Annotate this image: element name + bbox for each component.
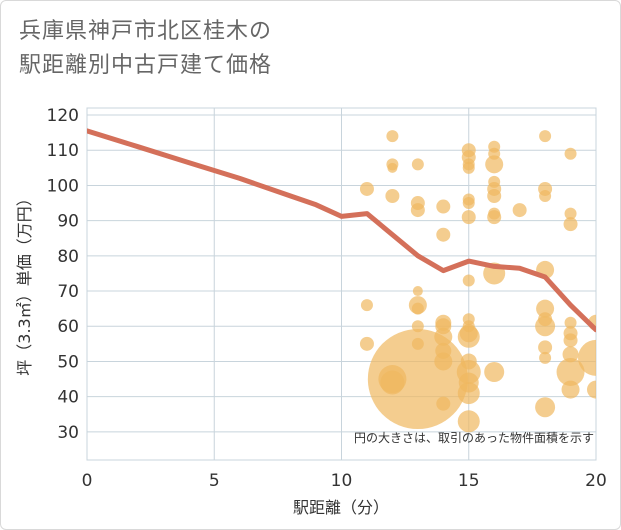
- data-point: [410, 203, 425, 218]
- data-point: [484, 362, 505, 382]
- y-tick-label: 100: [47, 176, 79, 196]
- data-point: [411, 158, 424, 171]
- y-tick-label: 30: [57, 423, 79, 443]
- tick-labels: 30 40 50 60 70 80 90 100 110 120 0 5 10 15 20: [47, 106, 607, 491]
- y-tick-label: 90: [57, 212, 79, 232]
- data-point: [564, 316, 577, 329]
- data-point: [561, 380, 580, 399]
- y-tick-label: 110: [47, 141, 79, 161]
- data-point: [539, 351, 552, 364]
- bubble-layer: [359, 130, 596, 433]
- data-point: [563, 217, 578, 232]
- data-point: [487, 189, 502, 203]
- data-point: [385, 189, 400, 203]
- data-point: [564, 147, 577, 160]
- data-point: [556, 358, 585, 386]
- data-point: [436, 396, 451, 411]
- data-point: [412, 286, 423, 297]
- y-tick-label: 80: [57, 247, 79, 267]
- chart-title-line-2: 駅距離別中古戸建て価格: [19, 53, 273, 78]
- bubble-size-note: 円の大きさは、取引のあった物件面積を示す: [354, 430, 594, 445]
- data-point: [487, 210, 502, 225]
- data-point: [485, 155, 504, 174]
- x-tick-label: 15: [458, 471, 480, 491]
- data-point: [462, 161, 475, 174]
- data-point: [434, 327, 453, 346]
- chart-title: 兵庫県神戸市北区桂木の 駅距離別中古戸建て価格: [19, 15, 272, 83]
- data-point: [411, 302, 424, 315]
- data-point: [360, 299, 373, 312]
- y-tick-label: 40: [57, 388, 79, 408]
- data-point: [512, 203, 527, 218]
- data-point: [359, 181, 374, 196]
- x-tick-label: 10: [331, 471, 353, 491]
- trend-line-layer: [87, 128, 596, 333]
- data-point: [539, 130, 552, 143]
- data-point: [387, 162, 398, 173]
- data-point: [563, 333, 578, 348]
- data-point: [457, 410, 480, 433]
- data-point: [539, 190, 552, 202]
- chart-title-line-1: 兵庫県神戸市北区桂木の: [19, 19, 273, 44]
- trend-line: [87, 128, 596, 333]
- data-point: [462, 274, 475, 287]
- data-point: [462, 197, 475, 210]
- data-point: [367, 329, 468, 430]
- data-point: [436, 227, 451, 242]
- y-axis-label: 坪（3.3㎡）単価（万円）: [15, 190, 34, 375]
- data-point: [587, 380, 596, 399]
- grid-lines: [86, 107, 597, 461]
- data-point: [359, 336, 374, 351]
- data-point: [562, 346, 579, 363]
- data-point: [436, 199, 451, 214]
- y-tick-label: 70: [57, 282, 79, 302]
- plot-border: [86, 107, 597, 461]
- data-point: [536, 299, 555, 318]
- x-tick-label: 20: [585, 471, 607, 491]
- data-point: [564, 207, 577, 220]
- y-tick-label: 50: [57, 352, 79, 372]
- y-tick-label: 120: [47, 106, 79, 126]
- x-axis-label: 駅距離（分）: [293, 498, 389, 517]
- data-point: [457, 325, 480, 348]
- x-tick-label: 0: [82, 471, 93, 491]
- data-point: [386, 130, 399, 143]
- data-point: [578, 339, 596, 376]
- data-point: [535, 316, 556, 337]
- data-point: [461, 210, 476, 225]
- data-point: [434, 352, 453, 371]
- data-point: [535, 397, 556, 418]
- x-tick-label: 5: [209, 471, 220, 491]
- data-point: [538, 340, 553, 355]
- data-point: [457, 382, 480, 405]
- y-tick-label: 60: [57, 317, 79, 337]
